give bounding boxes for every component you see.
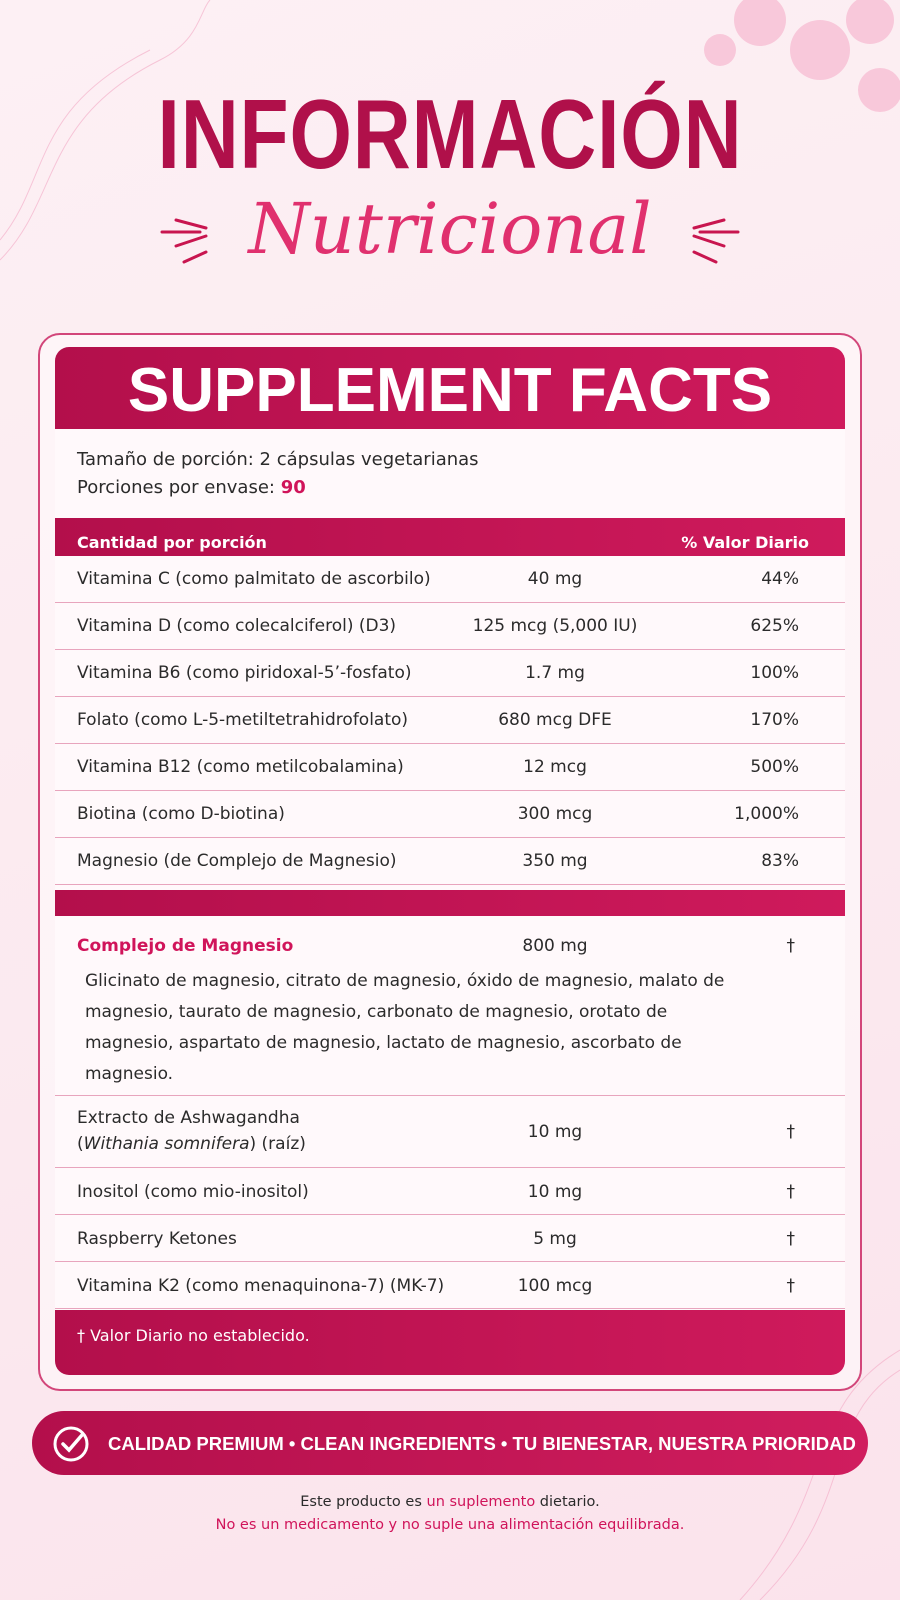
daily-value: † [786,1122,796,1142]
row: Vitamina D (como colecalciferol) (D3) 125… [55,603,845,650]
banner-text: CALIDAD PREMIUM • CLEAN INGREDIENTS • TU… [108,1433,856,1454]
complex-amount: 800 mg [522,936,588,956]
daily-value: 625% [750,616,799,636]
value: 2 cápsulas vegetarianas [259,449,479,470]
row: Vitamina C (como palmitato de ascorbilo)… [55,556,845,603]
name: Vitamina D (como colecalciferol) (D3) [77,616,397,636]
text: dietario. [535,1494,600,1510]
column-header: Cantidad por porción [77,533,267,552]
row: Folato (como L-5-metiltetrahidrofolato) 6… [55,697,845,744]
name: Biotina (como D-biotina) [77,804,285,824]
daily-value: 83% [761,851,799,871]
separator-band [55,890,845,916]
row: Extracto de Ashwagandha (Withania somnife… [55,1096,845,1168]
complex-row: Complejo de Magnesio 800 mg † Glicinato … [55,916,845,1096]
name-part: ( [77,1134,84,1154]
amount: 40 mg [527,569,583,589]
daily-value: 500% [750,757,799,777]
amount: 100 mcg [517,1275,593,1296]
name-line: (Withania somnifera) (raíz) [77,1134,306,1154]
name-part: ) (raíz) [249,1134,306,1154]
name: Vitamina B6 (como piridoxal-5’-fosfato) [77,663,412,683]
complex-description: Glicinato de magnesio, citrato de magnes… [85,971,725,1084]
amount: 10 mg [527,1122,583,1142]
name: Vitamina B12 (como metilcobalamina) [77,757,404,777]
serving-size: Tamaño de porción: 2 cápsulas vegetarian… [77,449,479,470]
title-band: SUPPLEMENT FACTS [55,347,845,429]
footnote: † Valor Diario no establecido. [77,1326,310,1345]
servings: Porciones por envase: 90 [77,477,306,498]
disclaimer-line: No es un medicamento y no suple una alim… [215,1517,685,1533]
subtitle: Nutricional [248,188,652,270]
daily-value: 44% [761,569,799,589]
disclaimer-line: Este producto es un suplemento dietario. [0,1494,900,1510]
check-icon [53,1426,89,1462]
banner: CALIDAD PREMIUM • CLEAN INGREDIENTS • TU… [32,1411,868,1475]
row: Biotina (como D-biotina) 300 mcg 1,000% [55,791,845,838]
facts-card: SUPPLEMENT FACTS Tamaño de porción: 2 cá… [55,347,845,1375]
complex-name: Complejo de Magnesio [77,936,294,956]
facts-title: SUPPLEMENT FACTS [127,356,773,425]
name-part: Withania somnifera [83,1134,250,1154]
row: Inositol (como mio-inositol) 10 mg † [55,1168,845,1215]
text: un suplemento [426,1494,536,1510]
name: Vitamina K2 (como menaquinona-7) (MK-7) [77,1275,445,1296]
name: Extracto de Ashwagandha [77,1108,300,1128]
title: INFORMACIÓN [157,79,743,189]
name: Magnesio (de Complejo de Magnesio) [77,851,397,871]
name: Vitamina C (como palmitato de ascorbilo) [77,569,431,589]
daily-value: 170% [750,710,799,730]
column-header: % Valor Diario [681,533,809,552]
row: Raspberry Ketones 5 mg † [55,1215,845,1262]
footnote-band: † Valor Diario no establecido. [55,1310,845,1375]
amount: 1.7 mg [525,663,585,683]
daily-value: † [786,1181,796,1202]
daily-value: † [786,1275,796,1296]
amount: 5 mg [533,1228,577,1249]
name: Inositol (como mio-inositol) [77,1181,309,1202]
daily-value: † [786,1228,796,1249]
amount: 680 mcg DFE [498,710,612,730]
row: Vitamina B12 (como metilcobalamina) 12 mc… [55,744,845,791]
value: 90 [280,477,306,498]
row: Magnesio (de Complejo de Magnesio) 350 mg… [55,838,845,885]
row: Vitamina B6 (como piridoxal-5’-fosfato) 1… [55,650,845,697]
complex-dv: † [786,936,796,956]
column-header-band [55,518,845,556]
label: Porciones por envase: [77,477,275,498]
amount: 12 mcg [523,757,587,777]
name: Folato (como L-5-metiltetrahidrofolato) [77,710,409,730]
amount: 350 mg [522,851,588,871]
daily-value: 1,000% [734,804,799,824]
amount: 10 mg [527,1181,583,1202]
label: Tamaño de porción: [77,449,254,470]
text: Este producto es [300,1494,427,1510]
amount: 125 mcg (5,000 IU) [472,616,638,636]
name: Raspberry Ketones [77,1228,237,1249]
row: Vitamina K2 (como menaquinona-7) (MK-7) 1… [55,1262,845,1309]
daily-value: 100% [750,663,799,683]
amount: 300 mcg [517,804,593,824]
